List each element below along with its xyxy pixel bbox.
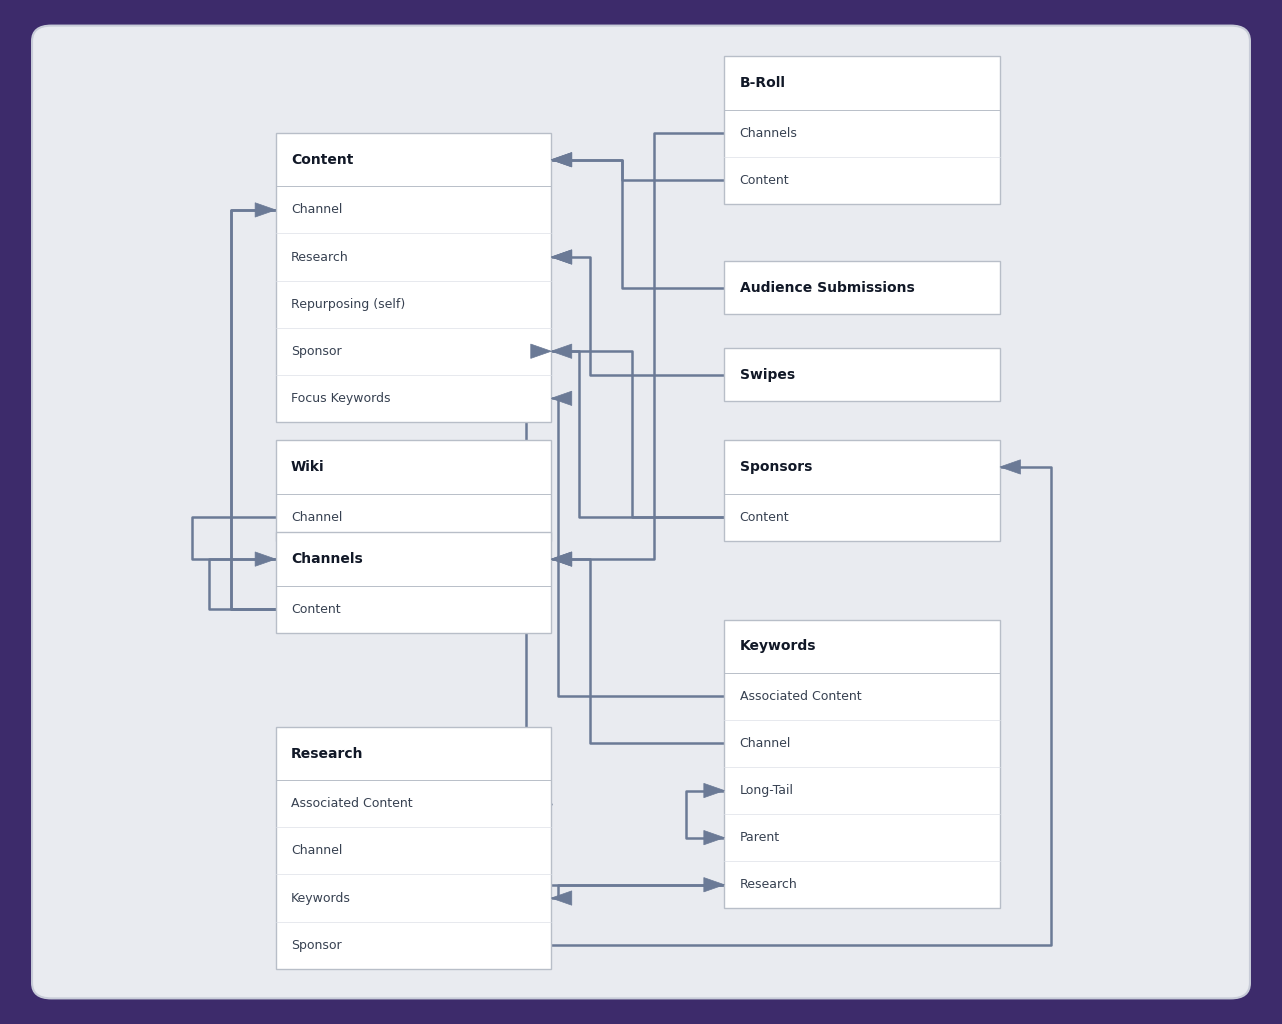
Polygon shape <box>531 344 551 358</box>
Polygon shape <box>551 552 572 566</box>
Text: Swipes: Swipes <box>740 368 795 382</box>
Text: Research: Research <box>291 251 349 263</box>
Polygon shape <box>255 552 276 566</box>
Text: Sponsor: Sponsor <box>291 345 341 357</box>
FancyBboxPatch shape <box>724 261 1000 314</box>
FancyBboxPatch shape <box>724 440 1000 541</box>
Text: Content: Content <box>291 603 341 615</box>
FancyBboxPatch shape <box>724 620 1000 908</box>
FancyBboxPatch shape <box>276 727 551 969</box>
Text: Associated Content: Associated Content <box>740 690 862 702</box>
Polygon shape <box>551 891 572 905</box>
FancyBboxPatch shape <box>276 440 551 541</box>
Text: Repurposing (self): Repurposing (self) <box>291 298 405 310</box>
Text: B-Roll: B-Roll <box>740 76 786 90</box>
Text: Associated Content: Associated Content <box>291 798 413 810</box>
Text: Channel: Channel <box>291 204 342 216</box>
Text: Content: Content <box>291 153 354 167</box>
Polygon shape <box>1000 460 1020 474</box>
Text: Parent: Parent <box>740 831 779 844</box>
Polygon shape <box>551 250 572 264</box>
Polygon shape <box>704 830 724 845</box>
Polygon shape <box>551 391 572 406</box>
FancyBboxPatch shape <box>724 348 1000 401</box>
Text: Focus Keywords: Focus Keywords <box>291 392 391 404</box>
Polygon shape <box>255 203 276 217</box>
Polygon shape <box>551 153 572 167</box>
Text: Channel: Channel <box>740 737 791 750</box>
Text: Channels: Channels <box>291 552 363 566</box>
Text: Channel: Channel <box>291 845 342 857</box>
Polygon shape <box>704 878 724 892</box>
Polygon shape <box>551 250 572 264</box>
FancyBboxPatch shape <box>276 532 551 633</box>
Text: Keywords: Keywords <box>291 892 351 904</box>
Text: Content: Content <box>740 511 790 523</box>
Text: Long-Tail: Long-Tail <box>740 784 794 797</box>
Text: Channels: Channels <box>740 127 797 139</box>
Polygon shape <box>704 783 724 798</box>
Text: Keywords: Keywords <box>740 639 817 653</box>
FancyBboxPatch shape <box>724 56 1000 204</box>
Text: Sponsor: Sponsor <box>291 939 341 951</box>
Polygon shape <box>551 153 572 167</box>
Text: Channel: Channel <box>291 511 342 523</box>
Text: Sponsors: Sponsors <box>740 460 812 474</box>
Text: Wiki: Wiki <box>291 460 324 474</box>
Text: Research: Research <box>291 746 364 761</box>
Text: Content: Content <box>740 174 790 186</box>
FancyBboxPatch shape <box>276 133 551 422</box>
Text: Research: Research <box>740 879 797 891</box>
Polygon shape <box>551 552 572 566</box>
Polygon shape <box>551 344 572 358</box>
Text: Audience Submissions: Audience Submissions <box>740 281 914 295</box>
